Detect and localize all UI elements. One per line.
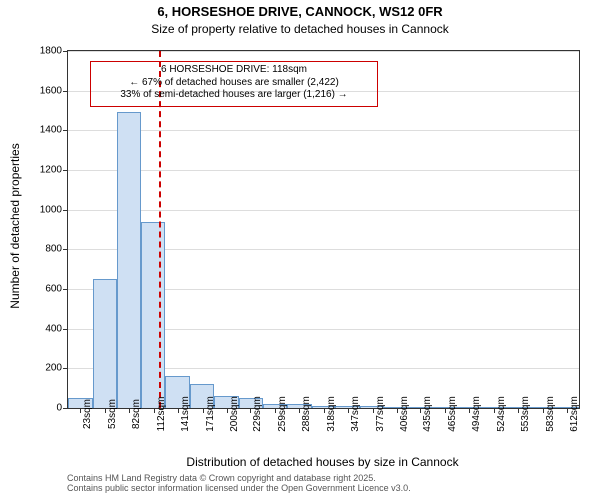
x-tick-label: 141sqm	[178, 396, 191, 432]
x-tick-label: 171sqm	[203, 396, 216, 432]
y-tick-label: 400	[45, 323, 68, 334]
y-tick-label: 600	[45, 284, 68, 295]
x-tick-label: 494sqm	[469, 396, 482, 432]
y-tick-label: 1800	[40, 46, 68, 57]
plot-area: 02004006008001000120014001600180023sqm53…	[67, 50, 580, 409]
x-tick-label: 583sqm	[543, 396, 556, 432]
x-axis-label: Distribution of detached houses by size …	[67, 455, 578, 469]
y-tick-label: 0	[56, 403, 68, 414]
histogram-bar	[93, 279, 117, 408]
footer-line-2: Contains public sector information licen…	[67, 483, 411, 493]
x-tick-label: 23sqm	[80, 399, 93, 429]
y-axis-label: Number of detached properties	[8, 126, 22, 326]
x-tick-label: 53sqm	[105, 399, 118, 429]
x-tick-label: 259sqm	[275, 396, 288, 432]
chart-subtitle: Size of property relative to detached ho…	[0, 22, 600, 36]
x-tick-label: 82sqm	[129, 399, 142, 429]
annotation-line-3: 33% of semi-detached houses are larger (…	[95, 89, 373, 102]
x-tick-label: 229sqm	[250, 396, 263, 432]
x-tick-label: 553sqm	[518, 396, 531, 432]
y-tick-label: 1000	[40, 204, 68, 215]
x-tick-label: 435sqm	[420, 396, 433, 432]
x-tick-label: 200sqm	[227, 396, 240, 432]
x-tick-label: 347sqm	[348, 396, 361, 432]
x-tick-label: 612sqm	[567, 396, 580, 432]
gridline	[68, 210, 579, 211]
x-tick-label: 524sqm	[494, 396, 507, 432]
annotation-box: 6 HORSESHOE DRIVE: 118sqm← 67% of detach…	[90, 61, 378, 107]
annotation-line-2: ← 67% of detached houses are smaller (2,…	[95, 77, 373, 90]
x-tick-label: 112sqm	[154, 397, 167, 432]
y-tick-label: 200	[45, 363, 68, 374]
footer-line-1: Contains HM Land Registry data © Crown c…	[67, 473, 411, 483]
y-tick-label: 1600	[40, 85, 68, 96]
chart-title: 6, HORSESHOE DRIVE, CANNOCK, WS12 0FR	[0, 4, 600, 19]
gridline	[68, 170, 579, 171]
footer-attribution: Contains HM Land Registry data © Crown c…	[67, 473, 411, 493]
x-tick-label: 465sqm	[445, 396, 458, 432]
x-tick-label: 318sqm	[324, 396, 337, 432]
gridline	[68, 130, 579, 131]
x-tick-label: 377sqm	[373, 396, 386, 432]
chart-container: { "title": "6, HORSESHOE DRIVE, CANNOCK,…	[0, 0, 600, 500]
x-tick-label: 406sqm	[397, 396, 410, 432]
y-tick-label: 1400	[40, 125, 68, 136]
histogram-bar	[117, 112, 142, 408]
annotation-line-1: 6 HORSESHOE DRIVE: 118sqm	[95, 64, 373, 77]
y-tick-label: 800	[45, 244, 68, 255]
histogram-bar	[141, 222, 165, 408]
y-tick-label: 1200	[40, 165, 68, 176]
gridline	[68, 51, 579, 52]
x-tick-label: 288sqm	[299, 396, 312, 432]
